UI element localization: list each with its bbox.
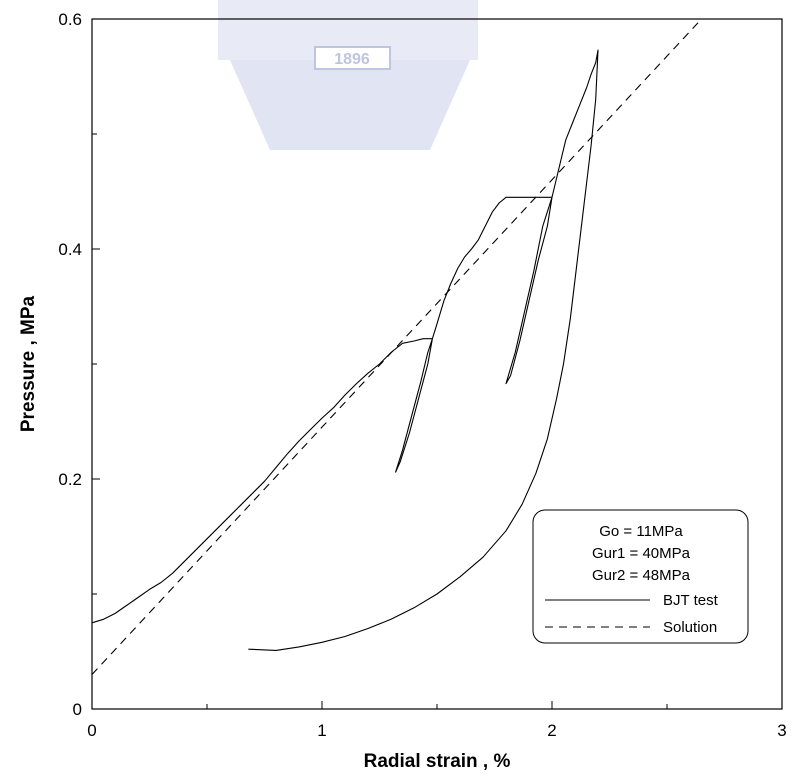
x-tick-label: 2 (547, 721, 556, 740)
series-line-bjt-test (91, 49, 599, 651)
series-line-solution (91, 18, 702, 675)
legend-param-go: Go = 11MPa (599, 523, 683, 540)
x-axis: 0 1 2 3 (87, 701, 787, 740)
legend: Go = 11MPa Gur1 = 40MPa Gur2 = 48MPa BJT… (532, 509, 749, 644)
legend-label-bjt: BJT test (663, 592, 719, 609)
y-tick-label: 0 (73, 700, 82, 719)
x-axis-title: Radial strain , % (364, 751, 511, 772)
legend-label-solution: Solution (663, 619, 717, 636)
svg-text:1896: 1896 (334, 51, 370, 68)
series-layer (91, 18, 702, 675)
legend-box (532, 509, 749, 644)
y-tick-label: 0.6 (58, 10, 82, 29)
x-tick-label: 3 (777, 721, 786, 740)
y-tick-label: 0.2 (58, 470, 82, 489)
legend-param-gur2: Gur2 = 48MPa (592, 567, 691, 584)
x-tick-label: 1 (317, 721, 326, 740)
y-axis-title: Pressure , MPa (18, 295, 39, 432)
watermark-seal: 1896 (218, 0, 478, 150)
y-tick-label: 0.4 (58, 240, 82, 259)
y-axis: 0 0.2 0.4 0.6 (58, 10, 100, 719)
legend-param-gur1: Gur1 = 40MPa (592, 545, 691, 562)
x-tick-label: 0 (87, 721, 96, 740)
